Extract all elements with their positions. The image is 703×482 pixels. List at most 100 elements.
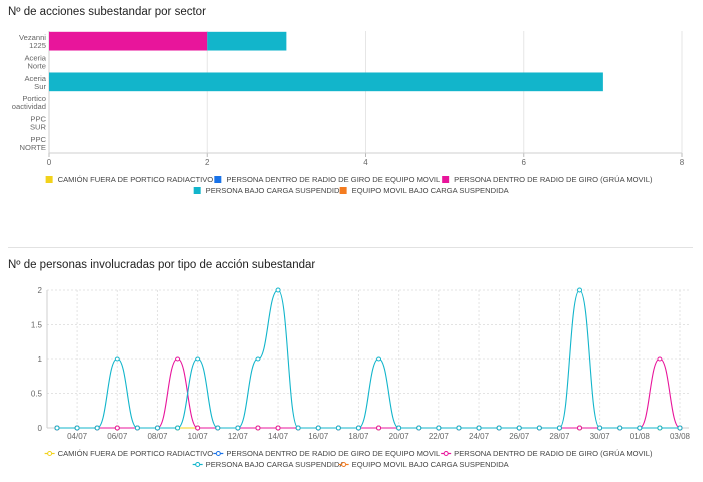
- data-point: [657, 425, 663, 431]
- legend-label: CAMIÓN FUERA DE PORTICO RADIACTIVO: [58, 175, 214, 184]
- line-chart-title: Nº de personas involucradas por tipo de …: [8, 259, 316, 271]
- legend-swatch: [339, 187, 347, 194]
- data-point: [74, 425, 80, 431]
- data-point: [597, 425, 603, 431]
- x-tick-label: 08/07: [147, 432, 168, 441]
- category-label: oactividad: [12, 102, 46, 111]
- data-point: [235, 425, 241, 431]
- category-label: Aceria: [24, 54, 46, 63]
- bar-chart: 0 2 4 6 8Vezanni1225AceriaNorteAceriaSurPort…: [12, 31, 685, 195]
- category-label: Portico: [22, 94, 46, 103]
- data-point: [175, 356, 181, 362]
- data-point: [536, 425, 542, 431]
- legend-label: PERSONA DENTRO DE RADIO DE GIRO DE EQUIP…: [226, 449, 440, 458]
- data-point: [255, 425, 261, 431]
- data-point: [617, 425, 623, 431]
- line-legend-item: PERSONA DENTRO DE RADIO DE GIRO (GRÚA MO…: [441, 449, 653, 458]
- data-point: [637, 425, 643, 431]
- legend-marker: [443, 451, 449, 456]
- x-tick-label: 26/07: [509, 432, 530, 441]
- data-point: [94, 425, 100, 431]
- data-point: [255, 356, 261, 362]
- x-tick-label: 8: [680, 158, 685, 167]
- category-label: SUR: [30, 123, 47, 132]
- category-label: NORTE: [20, 143, 46, 152]
- legend-marker: [47, 451, 53, 456]
- legend-label: PERSONA DENTRO DE RADIO DE GIRO (GRÚA MO…: [454, 449, 653, 458]
- data-point: [175, 425, 181, 431]
- legend-swatch: [214, 176, 222, 183]
- legend-label: PERSONA DENTRO DE RADIO DE GIRO (GRÚA MO…: [454, 175, 653, 184]
- category-label: Sur: [34, 82, 46, 91]
- data-point: [416, 425, 422, 431]
- x-tick-label: 2: [205, 158, 210, 167]
- data-point: [355, 425, 361, 431]
- legend-marker: [215, 451, 221, 456]
- data-point: [315, 425, 321, 431]
- bar-legend-item: PERSONA BAJO CARGA SUSPENDIDA: [193, 186, 346, 195]
- data-point: [436, 425, 442, 431]
- category-label: 1225: [29, 41, 46, 50]
- data-point: [456, 425, 462, 431]
- x-tick-label: 22/07: [429, 432, 450, 441]
- x-tick-label: 30/07: [590, 432, 611, 441]
- data-point: [556, 425, 562, 431]
- x-tick-label: 16/07: [308, 432, 329, 441]
- x-tick-label: 06/07: [107, 432, 128, 441]
- legend-marker: [195, 462, 201, 467]
- legend-swatch: [45, 176, 53, 183]
- data-point: [396, 425, 402, 431]
- bar-legend-item: EQUIPO MOVIL BAJO CARGA SUSPENDIDA: [339, 186, 510, 195]
- chart-divider: [8, 247, 693, 248]
- bar-segment: [49, 72, 603, 92]
- data-point: [577, 287, 583, 293]
- line-legend-item: EQUIPO MOVIL BAJO CARGA SUSPENDIDA: [338, 460, 510, 469]
- series-line: [57, 289, 680, 429]
- y-tick-label: 1: [38, 355, 43, 364]
- x-tick-label: 10/07: [188, 432, 209, 441]
- x-tick-label: 12/07: [228, 432, 249, 441]
- x-tick-label: 28/07: [549, 432, 570, 441]
- data-point: [54, 425, 60, 431]
- legend-label: PERSONA DENTRO DE RADIO DE GIRO DE EQUIP…: [226, 175, 440, 184]
- category-label: Vezanni: [19, 33, 46, 42]
- bar-legend-item: PERSONA DENTRO DE RADIO DE GIRO DE EQUIP…: [214, 175, 440, 184]
- data-point: [275, 425, 281, 431]
- x-tick-label: 18/07: [348, 432, 369, 441]
- bar-segment: [207, 31, 287, 51]
- legend-label: PERSONA BAJO CARGA SUSPENDIDA: [206, 186, 346, 195]
- legend-swatch: [193, 187, 201, 194]
- data-point: [496, 425, 502, 431]
- data-point: [195, 356, 201, 362]
- category-label: PPC: [30, 135, 46, 144]
- data-point: [577, 425, 583, 431]
- bar-segment: [49, 31, 208, 51]
- x-tick-label: 04/07: [67, 432, 88, 441]
- category-label: Aceria: [24, 74, 46, 83]
- data-point: [376, 356, 382, 362]
- y-tick-label: 2: [38, 286, 43, 295]
- data-point: [677, 425, 683, 431]
- data-point: [295, 425, 301, 431]
- category-label: Norte: [27, 62, 46, 71]
- y-tick-label: 0: [38, 424, 43, 433]
- data-point: [215, 425, 221, 431]
- y-tick-label: 0.5: [31, 390, 43, 399]
- x-tick-label: 03/08: [670, 432, 691, 441]
- legend-label: EQUIPO MOVIL BAJO CARGA SUSPENDIDA: [352, 186, 510, 195]
- data-point: [376, 425, 382, 431]
- x-tick-label: 20/07: [389, 432, 410, 441]
- category-label: PPC: [30, 115, 46, 124]
- legend-label: EQUIPO MOVIL BAJO CARGA SUSPENDIDA: [352, 460, 510, 469]
- legend-label: CAMIÓN FUERA DE PORTICO RADIACTIVO: [58, 449, 214, 458]
- data-point: [516, 425, 522, 431]
- bar-legend-item: CAMIÓN FUERA DE PORTICO RADIACTIVO: [45, 175, 214, 184]
- line-legend-item: PERSONA BAJO CARGA SUSPENDIDA: [192, 460, 346, 469]
- legend-swatch: [442, 176, 450, 183]
- x-tick-label: 4: [363, 158, 368, 167]
- legend-marker: [341, 462, 347, 467]
- legend-label: PERSONA BAJO CARGA SUSPENDIDA: [206, 460, 346, 469]
- data-point: [657, 356, 663, 362]
- x-tick-label: 0: [47, 158, 52, 167]
